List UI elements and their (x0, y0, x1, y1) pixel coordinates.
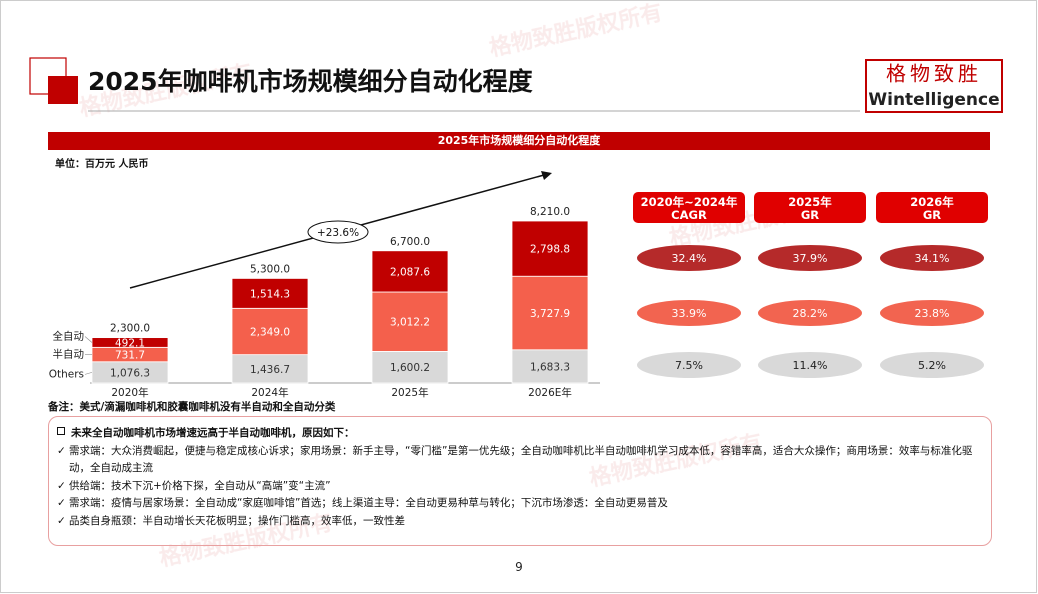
chart-banner (48, 132, 990, 150)
growth-oval (758, 352, 862, 378)
header-text: 2026年 GR (910, 195, 954, 222)
chart-title: 2025年市场规模细分自动化程度 (438, 133, 602, 147)
value-label: 2,798.8 (530, 244, 570, 256)
growth-value: 23.8% (915, 307, 950, 320)
value-label: 3,012.2 (390, 317, 430, 329)
growth-oval (758, 300, 862, 326)
value-label: 1,600.2 (390, 362, 430, 374)
growth-value: 32.4% (672, 252, 707, 265)
notes-item: 需求端：大众消费崛起，便捷与稳定成核心诉求；家用场景：新手主导，“零门槛”是第一… (57, 443, 983, 478)
x-tick-label: 2020年 (111, 386, 148, 399)
notes-box: 未来全自动咖啡机市场增速远高于半自动咖啡机，原因如下： 需求端：大众消费崛起，便… (48, 416, 992, 546)
page-number: 9 (515, 560, 523, 574)
growth-oval (758, 245, 862, 271)
notes-item: 需求端：疫情与居家场景：全自动成“家庭咖啡馆”首选；线上渠道主导：全自动更易种草… (57, 495, 983, 513)
growth-value: 7.5% (675, 359, 703, 372)
value-label: 731.7 (115, 350, 145, 362)
bar-segment (511, 220, 589, 277)
growth-value: 5.2% (918, 359, 946, 372)
growth-oval (880, 300, 984, 326)
bars: 1,076.3 Others 731.7 半自动 492.1 全自动 2,300.0 2020… (49, 206, 589, 399)
growth-value: 37.9% (793, 252, 828, 265)
growth-value: 33.9% (672, 307, 707, 320)
growth-table: 2020年~2024年 CAGR 2025年 GR 2026年 GR 32.4% 37.9% 3… (633, 192, 988, 378)
legend-label: 全自动 (53, 329, 85, 342)
total-label: 8,210.0 (530, 206, 570, 218)
footnote: 备注：美式/滴漏咖啡机和胶囊咖啡机没有半自动和全自动分类 (48, 401, 336, 413)
header-cell (876, 192, 988, 223)
value-label: 2,349.0 (250, 326, 290, 338)
total-label: 5,300.0 (250, 263, 290, 275)
deco-square (48, 76, 78, 104)
page-title: 2025年咖啡机市场规模细分自动化程度 (88, 67, 533, 96)
unit-label: 单位：百万元 人民币 (55, 157, 148, 170)
bar-segment (511, 275, 589, 351)
x-tick-label: 2024年 (251, 386, 288, 399)
bar-segment (231, 278, 309, 309)
bar-segment (371, 291, 449, 352)
header-text: 2025年 GR (788, 195, 832, 222)
value-label: 1,436.7 (250, 364, 290, 376)
growth-oval (637, 352, 741, 378)
logo-cn: 格物致胜 (886, 62, 982, 86)
annotation-ellipse (307, 220, 369, 244)
notes-item: 供给端：技术下沉+价格下探，全自动从“高端”变“主流” (57, 478, 983, 496)
value-label: 1,683.3 (530, 361, 570, 373)
value-label: 1,076.3 (110, 367, 150, 379)
notes-item: 品类自身瓶颈：半自动增长天花板明显；操作门槛高，效率低，一致性差 (57, 513, 983, 531)
bar-segment (231, 354, 309, 384)
growth-value: 11.4% (793, 359, 828, 372)
growth-oval (637, 245, 741, 271)
growth-value: 34.1% (915, 252, 950, 265)
bar-segment (371, 351, 449, 384)
trend-arrowhead (541, 171, 552, 180)
value-label: 3,727.9 (530, 308, 570, 320)
value-label: 492.1 (115, 337, 145, 349)
header-cell (754, 192, 866, 223)
growth-value: 28.2% (793, 307, 828, 320)
total-label: 2,300.0 (110, 323, 150, 335)
notes-heading: 未来全自动咖啡机市场增速远高于半自动咖啡机，原因如下： (57, 425, 983, 443)
total-label: 6,700.0 (390, 236, 430, 248)
growth-oval (880, 352, 984, 378)
legend-label: 半自动 (53, 348, 85, 361)
value-label: 1,514.3 (250, 288, 290, 300)
header-cell (633, 192, 745, 223)
x-tick-label: 2025年 (391, 386, 428, 399)
growth-oval (880, 245, 984, 271)
logo-box (865, 59, 1003, 113)
legend-label: Others (49, 368, 84, 380)
bar-segment (511, 349, 589, 384)
bar-segment (371, 250, 449, 293)
legend-connector (84, 372, 93, 375)
growth-oval (637, 300, 741, 326)
header-text: 2020年~2024年 CAGR (641, 195, 738, 222)
logo-en: Wintelligence (868, 90, 999, 110)
annotation: +23.6% (317, 227, 359, 239)
value-label: 2,087.6 (390, 266, 430, 278)
legend-connector (84, 336, 93, 343)
x-tick-label: 2026E年 (528, 386, 572, 399)
